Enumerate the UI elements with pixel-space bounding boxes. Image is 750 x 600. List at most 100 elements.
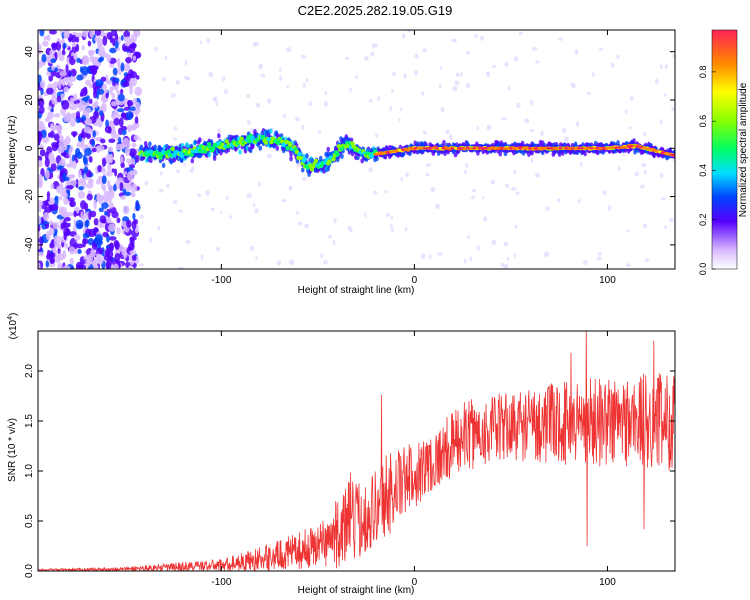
- noise-blob: [121, 129, 127, 136]
- noise-blob: [46, 191, 51, 199]
- noise-blob: [69, 75, 77, 82]
- noise-blob: [114, 253, 121, 263]
- speckle-blob: [199, 40, 203, 45]
- noise-blob: [97, 165, 102, 173]
- speckle-blob: [511, 187, 517, 191]
- ridge-halo: [498, 151, 503, 157]
- speckle-blob: [535, 172, 540, 178]
- noise-blob: [101, 175, 107, 185]
- noise-blob: [70, 174, 75, 179]
- speckle-blob: [454, 80, 460, 86]
- speckle-blob: [166, 183, 170, 188]
- noise-blob: [61, 99, 70, 110]
- speckle-blob: [301, 124, 305, 130]
- speckle-blob: [425, 172, 430, 177]
- noise-blob: [63, 30, 69, 39]
- noise-blob: [113, 240, 120, 248]
- speckle-blob: [583, 259, 588, 265]
- speckle-blob: [414, 69, 418, 76]
- ridge-halo: [375, 156, 379, 162]
- noise-blob: [111, 92, 116, 99]
- noise-blob: [38, 225, 41, 232]
- noise-blob: [59, 40, 65, 45]
- noise-blob: [122, 81, 130, 88]
- noise-blob: [90, 65, 98, 74]
- noise-blob: [62, 219, 67, 229]
- speckle-blob: [386, 213, 390, 217]
- noise-blob: [133, 30, 139, 34]
- noise-blob: [134, 116, 139, 124]
- speckle-blob: [507, 86, 511, 91]
- noise-blob: [39, 149, 46, 157]
- speckle-blob: [178, 266, 184, 269]
- speckle-blob: [282, 113, 287, 118]
- spectrogram-y-axis: -40 -20 0 20 40: [24, 46, 675, 252]
- speckle-blob: [562, 127, 567, 134]
- speckle-blob: [373, 190, 378, 195]
- noise-blob: [84, 147, 92, 157]
- noise-blob: [108, 184, 113, 194]
- noise-blob: [81, 115, 87, 122]
- speckle-blob: [564, 136, 569, 143]
- speckle-blob: [246, 193, 252, 199]
- noise-blob: [44, 206, 52, 214]
- speckle-blob: [513, 56, 519, 62]
- speckle-blob: [487, 72, 490, 78]
- speckle-blob: [453, 38, 457, 43]
- ridge-core: [288, 142, 293, 148]
- noise-blob: [79, 92, 84, 97]
- speckle-blob: [641, 163, 647, 168]
- speckle-blob: [191, 166, 195, 171]
- speckle-blob: [503, 241, 509, 247]
- speckle-blob: [221, 76, 226, 82]
- noise-blob: [123, 63, 131, 72]
- noise-blob: [62, 192, 68, 199]
- speckle-blob: [323, 101, 329, 107]
- speckle-blob: [479, 36, 485, 41]
- noise-blob: [71, 154, 76, 163]
- snr-plot-area: [38, 331, 675, 571]
- noise-blob: [85, 144, 89, 149]
- noise-blob: [85, 257, 91, 268]
- ridge-halo: [289, 151, 293, 157]
- noise-blob: [63, 176, 70, 182]
- noise-blob: [86, 193, 93, 201]
- noise-blob: [75, 178, 79, 189]
- noise-blob: [70, 68, 77, 77]
- spectrogram-panel: -100 0 100 -40 -20 0 20 40 Height of straight …: [7, 29, 676, 296]
- speckle-blob: [254, 208, 259, 214]
- speckle-blob: [300, 54, 307, 59]
- snr-y-tick-label: 2.0: [24, 364, 35, 378]
- speckle-blob: [465, 163, 469, 168]
- ridge-core: [224, 139, 229, 144]
- ridge-core: [261, 134, 266, 140]
- speckle-blob: [640, 184, 646, 189]
- noise-blob: [116, 57, 121, 68]
- noise-blob: [131, 220, 137, 230]
- noise-blob: [91, 147, 97, 153]
- noise-blob: [48, 227, 55, 236]
- noise-blob: [58, 196, 63, 201]
- ridge-halo: [149, 157, 153, 164]
- noise-blob: [105, 153, 113, 164]
- noise-blob: [89, 30, 95, 38]
- noise-blob: [111, 168, 116, 173]
- noise-blob: [131, 254, 137, 262]
- speckle-blob: [308, 101, 313, 107]
- speckle-blob: [439, 66, 443, 70]
- speckle-blob: [267, 153, 272, 159]
- speckle-blob: [591, 71, 595, 78]
- noise-blob: [68, 246, 76, 255]
- speckle-blob: [323, 259, 328, 265]
- noise-blob: [77, 181, 84, 186]
- noise-blob: [59, 182, 64, 190]
- noise-blob: [38, 242, 41, 250]
- snr-y-axis: 0.0 0.5 1.0 1.5 2.0: [24, 364, 675, 578]
- noise-blob: [63, 231, 67, 241]
- speckle-blob: [463, 258, 467, 264]
- noise-blob: [109, 242, 114, 253]
- speckle-blob: [490, 179, 496, 185]
- speckle-blob: [212, 97, 217, 102]
- speckle-blob: [267, 98, 272, 104]
- noise-blob: [50, 42, 58, 49]
